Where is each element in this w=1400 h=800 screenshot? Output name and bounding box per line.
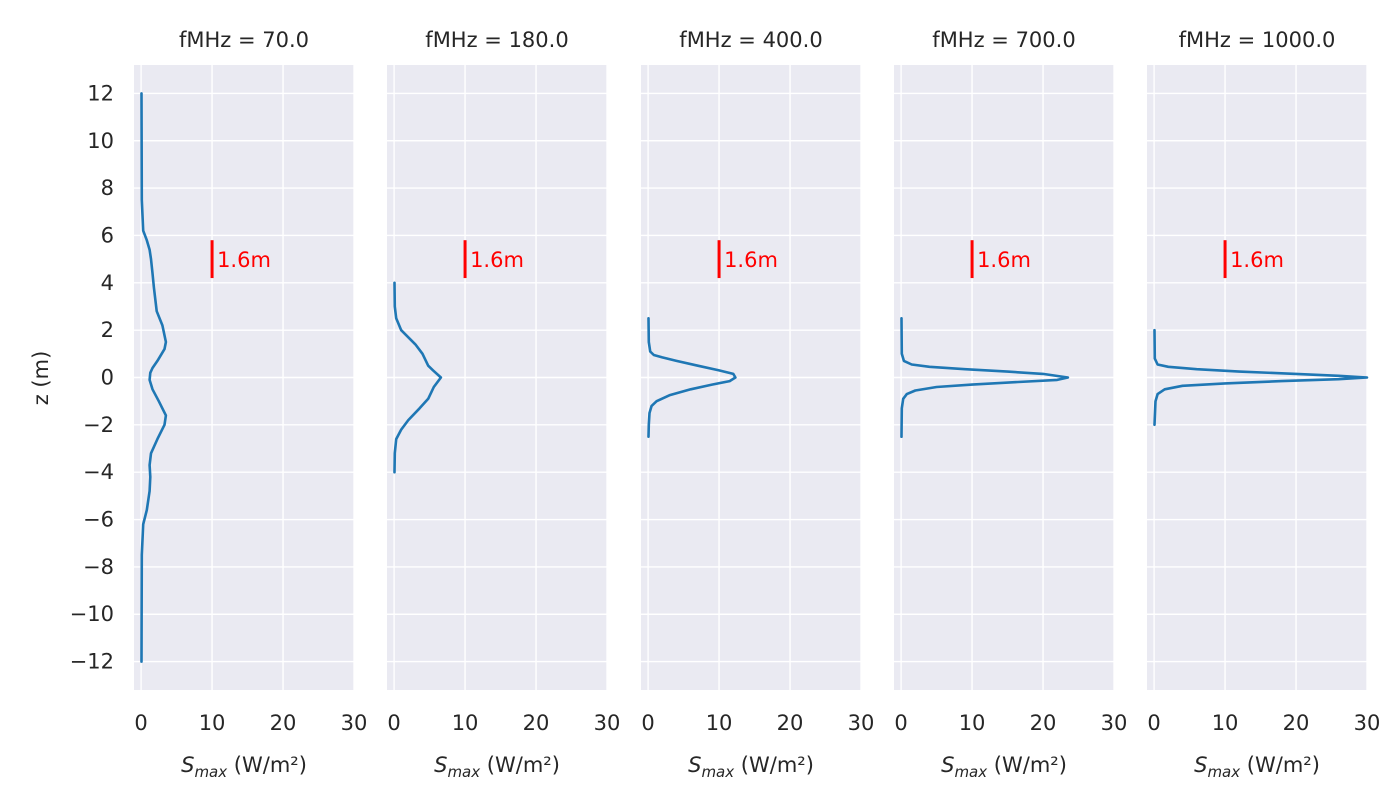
x-tick-label: 20 bbox=[1030, 711, 1057, 735]
annotation-label: 1.6m bbox=[1230, 248, 1284, 272]
x-tick-label: 0 bbox=[387, 711, 400, 735]
y-tick-label: −6 bbox=[83, 508, 114, 532]
annotation-label: 1.6m bbox=[470, 248, 524, 272]
x-tick-label: 30 bbox=[1101, 711, 1128, 735]
x-tick-label: 10 bbox=[1212, 711, 1239, 735]
panel-1: 0 10 20 30 −12 −10 −8 −6 −4 −2 0 2 4 6 8 10 12 fMHz = 70.… bbox=[70, 28, 368, 781]
series-line bbox=[140, 92, 168, 663]
panel-title: fMHz = 70.0 bbox=[179, 28, 309, 52]
panel-title: fMHz = 700.0 bbox=[932, 28, 1075, 52]
y-tick-label: 0 bbox=[101, 366, 114, 390]
x-tick-label: 0 bbox=[641, 711, 654, 735]
x-tick-label: 30 bbox=[848, 711, 875, 735]
x-axis-label: Smax (W/m²) bbox=[688, 753, 814, 781]
panel-3: 0 10 20 30 fMHz = 400.0 Smax (W/m²) 1.6m bbox=[641, 28, 874, 781]
panel-2: 0 10 20 30 fMHz = 180.0 Smax (W/m²) 1.6m bbox=[387, 28, 620, 781]
x-axis-label: Smax (W/m²) bbox=[434, 753, 560, 781]
y-tick-label: 6 bbox=[101, 223, 114, 247]
x-tick-label: 10 bbox=[959, 711, 986, 735]
series-line bbox=[1153, 328, 1369, 427]
series-line bbox=[647, 317, 737, 438]
y-axis-label: z (m) bbox=[29, 351, 53, 406]
y-tick-label: −12 bbox=[70, 650, 114, 674]
panel-5: 0 10 20 30 fMHz = 1000.0 Smax (W/m²) 1.6m bbox=[1147, 28, 1380, 781]
y-tick-label: 10 bbox=[87, 129, 114, 153]
x-tick-label: 20 bbox=[1283, 711, 1310, 735]
x-tick-label: 20 bbox=[523, 711, 550, 735]
annotation-label: 1.6m bbox=[977, 248, 1031, 272]
x-axis-label: Smax (W/m²) bbox=[181, 753, 307, 781]
x-tick-label: 0 bbox=[134, 711, 147, 735]
series-line bbox=[900, 317, 1070, 438]
y-tick-label: 4 bbox=[101, 271, 114, 295]
annotation-label: 1.6m bbox=[217, 248, 271, 272]
x-tick-label: 30 bbox=[1354, 711, 1381, 735]
panel-title: fMHz = 400.0 bbox=[679, 28, 822, 52]
x-tick-label: 20 bbox=[777, 711, 804, 735]
x-tick-label: 10 bbox=[199, 711, 226, 735]
panel-4: 0 10 20 30 fMHz = 700.0 Smax (W/m²) 1.6m bbox=[894, 28, 1127, 781]
x-tick-label: 20 bbox=[270, 711, 297, 735]
y-tick-label: −8 bbox=[83, 555, 114, 579]
x-tick-label: 30 bbox=[594, 711, 621, 735]
series-line bbox=[393, 281, 443, 474]
y-tick-label: −10 bbox=[70, 602, 114, 626]
panel-title: fMHz = 180.0 bbox=[425, 28, 568, 52]
y-tick-label: −2 bbox=[83, 413, 114, 437]
y-tick-label: −4 bbox=[83, 460, 114, 484]
x-tick-label: 30 bbox=[341, 711, 368, 735]
y-tick-label: 8 bbox=[101, 176, 114, 200]
x-axis-label: Smax (W/m²) bbox=[1194, 753, 1320, 781]
x-tick-label: 0 bbox=[1147, 711, 1160, 735]
x-tick-label: 10 bbox=[452, 711, 479, 735]
panel-title: fMHz = 1000.0 bbox=[1179, 28, 1336, 52]
y-tick-label: 12 bbox=[87, 81, 114, 105]
x-axis-label: Smax (W/m²) bbox=[941, 753, 1067, 781]
x-tick-label: 0 bbox=[894, 711, 907, 735]
y-tick-label: 2 bbox=[101, 318, 114, 342]
annotation-label: 1.6m bbox=[724, 248, 778, 272]
x-tick-label: 10 bbox=[706, 711, 733, 735]
